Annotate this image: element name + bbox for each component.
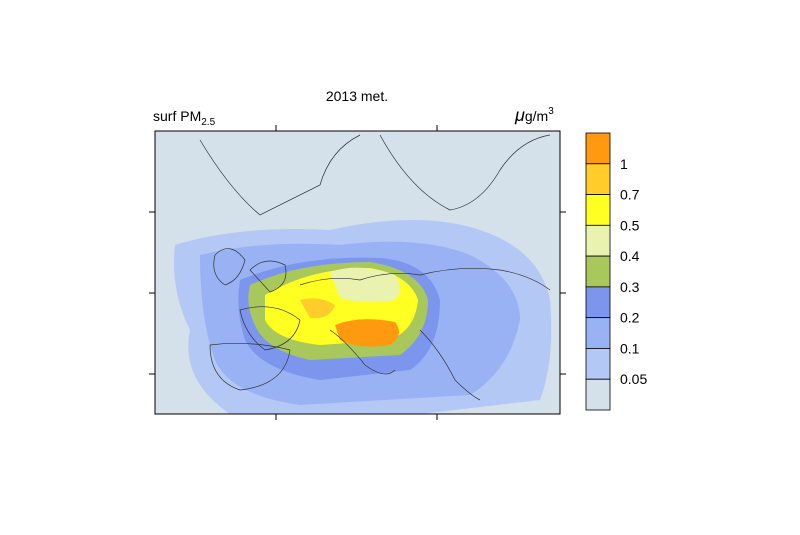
colorbar: 1 0.7 0.5 0.4 0.3 0.2 0.1 0.05 [585,132,647,411]
units-label: μg/m3 [514,105,554,125]
units-superscript: 3 [548,106,554,117]
units-base: g/m [525,108,548,124]
pollution-region [335,319,399,347]
colorbar-label: 0.5 [620,217,640,233]
colorbar-label: 1 [620,156,628,172]
variable-label: surf PM2.5 [153,108,216,128]
colorbar-box [585,224,611,257]
colorbar-box [585,317,611,349]
map [149,125,566,420]
colorbar-box [585,194,611,226]
colorbar-label: 0.3 [620,279,640,295]
colorbar-box [585,378,611,411]
colorbar-box [585,348,611,380]
map-ticks [149,125,566,420]
units-symbol: μ [514,105,525,125]
colorbar-label: 0.7 [620,187,640,203]
variable-subscript: 2.5 [201,117,215,128]
colorbar-box [585,163,611,195]
map-frame [154,130,561,415]
colorbar-label: 0.4 [620,248,640,264]
colorbar-label: 0.2 [620,310,640,326]
colorbar-box [585,255,611,288]
colorbar-box [585,132,611,165]
map-title: 2013 met. [326,88,388,104]
pollution-region [330,267,400,303]
colorbar-label: 0.1 [620,340,640,356]
colorbar-label: 0.05 [620,371,647,387]
variable-name: surf PM [153,108,201,124]
colorbar-box [585,286,611,319]
pollution-region [300,298,335,319]
